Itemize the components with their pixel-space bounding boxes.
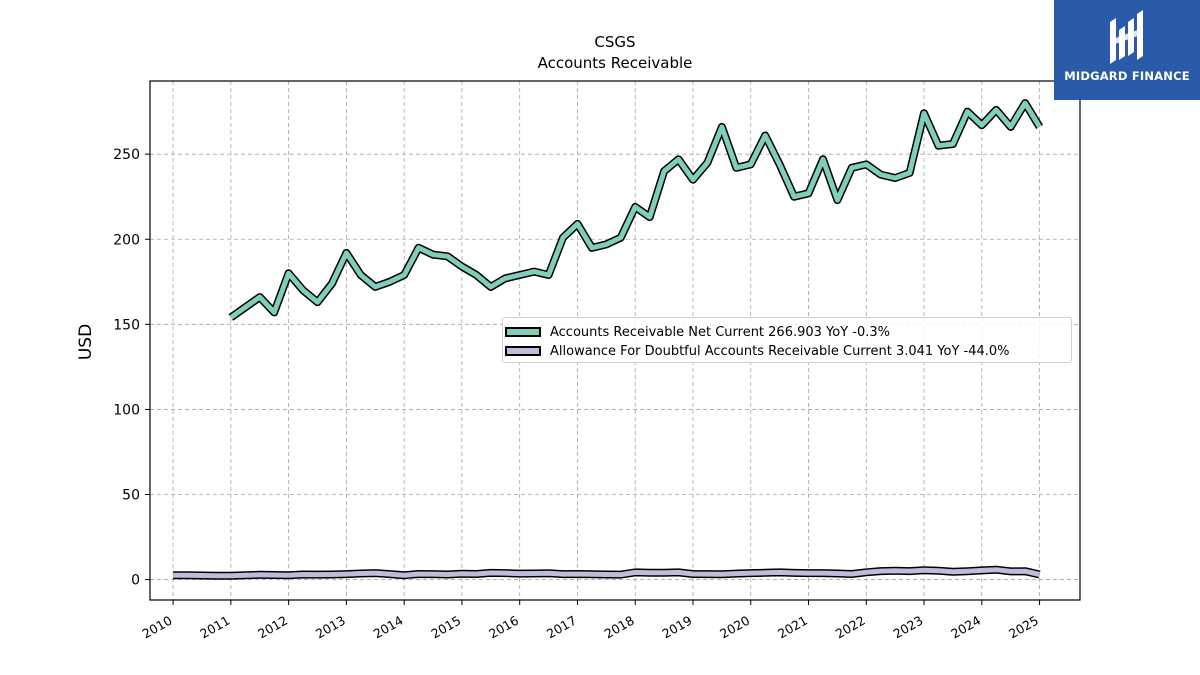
x-tick-label: 2010 <box>140 613 175 642</box>
plot-frame <box>149 80 1081 601</box>
x-tick-label: 2017 <box>544 613 579 642</box>
y-tick-label: 200 <box>113 232 140 248</box>
y-tick-label: 150 <box>113 317 140 333</box>
chart-title: CSGS <box>594 33 635 51</box>
midgard-logo-icon <box>1110 10 1143 64</box>
x-tick-label: 2012 <box>255 613 290 642</box>
legend: Accounts Receivable Net Current 266.903 … <box>502 317 1072 363</box>
x-tick-label: 2023 <box>890 613 925 642</box>
legend-item-ar-net-current: Accounts Receivable Net Current 266.903 … <box>503 323 890 341</box>
x-tick-label: 2024 <box>948 613 983 642</box>
y-tick-label: 250 <box>113 147 140 163</box>
legend-label: Allowance For Doubtful Accounts Receivab… <box>550 343 1010 359</box>
x-tick-label: 2013 <box>313 613 348 642</box>
y-tick-label: 100 <box>113 402 140 418</box>
legend-item-allowance-doubtful: Allowance For Doubtful Accounts Receivab… <box>503 342 1010 360</box>
chart-subtitle: Accounts Receivable <box>538 54 693 72</box>
legend-swatch <box>505 327 541 337</box>
x-tick-label: 2018 <box>602 613 637 642</box>
y-axis-label: USD <box>76 324 96 360</box>
series-line <box>229 100 1042 320</box>
legend-label: Accounts Receivable Net Current 266.903 … <box>550 324 891 340</box>
x-tick-label: 2020 <box>717 613 752 642</box>
series-line <box>173 567 1041 579</box>
x-tick-label: 2015 <box>428 613 463 642</box>
y-tick-label: 50 <box>122 487 140 503</box>
x-tick-label: 2022 <box>833 613 868 642</box>
x-tick-label: 2014 <box>371 613 406 642</box>
x-tick-label: 2011 <box>197 613 232 642</box>
brand-logo: MIDGARD FINANCE <box>1054 0 1200 100</box>
brand-name: MIDGARD FINANCE <box>1064 69 1190 83</box>
y-tick-label: 0 <box>131 573 140 589</box>
x-tick-label: 2016 <box>486 613 521 642</box>
x-tick-label: 2021 <box>775 613 810 642</box>
legend-swatch <box>505 346 541 356</box>
x-tick-label: 2019 <box>659 613 694 642</box>
x-tick-label: 2025 <box>1006 613 1041 642</box>
series-layer <box>173 99 1044 580</box>
